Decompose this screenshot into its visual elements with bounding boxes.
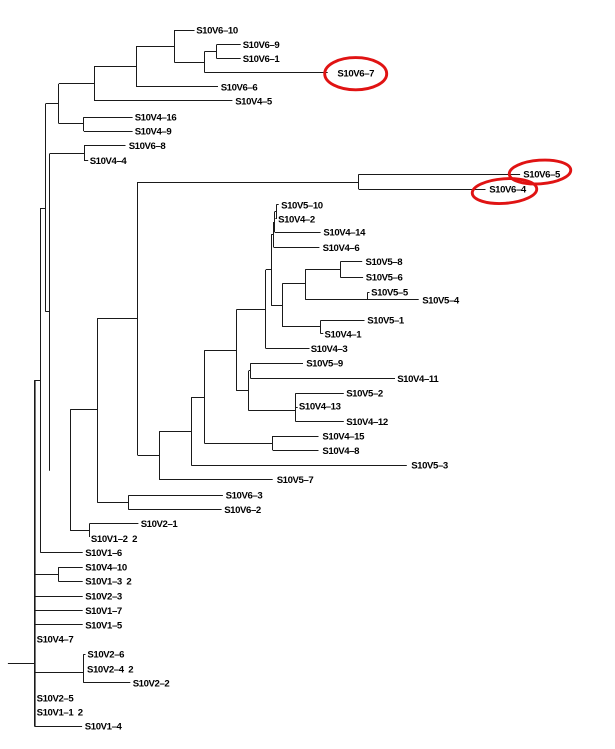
svg-text:S10V1–1 2: S10V1–1 2 [37, 708, 83, 719]
svg-text:S10V6–5: S10V6–5 [523, 170, 561, 181]
svg-text:S10V2–1: S10V2–1 [141, 519, 179, 530]
svg-text:S10V4–16: S10V4–16 [135, 112, 177, 123]
svg-text:S10V5–6: S10V5–6 [366, 273, 403, 284]
svg-text:S10V5–4: S10V5–4 [422, 295, 460, 306]
svg-text:S10V2–3: S10V2–3 [85, 592, 122, 603]
svg-text:S10V4–4: S10V4–4 [90, 156, 128, 167]
svg-text:S10V4–12: S10V4–12 [346, 417, 388, 428]
svg-text:S10V5–7: S10V5–7 [277, 475, 314, 486]
svg-text:S10V5–1: S10V5–1 [367, 316, 405, 327]
svg-text:S10V4–2: S10V4–2 [278, 214, 315, 225]
svg-text:S10V4–1: S10V4–1 [325, 330, 363, 341]
svg-text:S10V2–2: S10V2–2 [133, 678, 170, 689]
svg-text:S10V6–3: S10V6–3 [226, 491, 263, 502]
svg-text:S10V4–3: S10V4–3 [311, 344, 348, 355]
svg-text:S10V6–6: S10V6–6 [221, 82, 258, 93]
svg-text:S10V4–6: S10V4–6 [323, 243, 360, 254]
svg-text:S10V6–10: S10V6–10 [196, 25, 238, 36]
svg-text:S10V4–14: S10V4–14 [323, 227, 366, 238]
svg-text:S10V5–3: S10V5–3 [411, 461, 448, 472]
svg-text:S10V1–4: S10V1–4 [85, 722, 123, 733]
svg-text:S10V5–9: S10V5–9 [306, 359, 343, 370]
svg-text:S10V6–9: S10V6–9 [243, 40, 280, 51]
svg-text:S10V5–2: S10V5–2 [346, 389, 383, 400]
svg-text:S10V4–5: S10V4–5 [235, 96, 273, 107]
svg-text:S10V4–7: S10V4–7 [37, 635, 74, 646]
svg-text:S10V4–9: S10V4–9 [135, 126, 172, 137]
svg-text:S10V4–15: S10V4–15 [322, 431, 365, 442]
svg-text:S10V2–6: S10V2–6 [87, 650, 124, 661]
svg-text:S10V4–11: S10V4–11 [397, 374, 439, 385]
svg-text:S10V1–2 2: S10V1–2 2 [91, 534, 137, 545]
svg-text:S10V5–5: S10V5–5 [371, 287, 409, 298]
svg-text:S10V1–3 2: S10V1–3 2 [85, 577, 131, 588]
svg-text:S10V5–8: S10V5–8 [366, 257, 404, 268]
svg-text:S10V4–10: S10V4–10 [85, 563, 127, 574]
svg-text:S10V2–5: S10V2–5 [37, 694, 75, 705]
svg-text:S10V6–1: S10V6–1 [243, 54, 281, 65]
svg-text:S10V2–4 2: S10V2–4 2 [87, 665, 133, 676]
svg-text:S10V4–13: S10V4–13 [299, 402, 341, 413]
svg-text:S10V4–8: S10V4–8 [322, 446, 360, 457]
svg-text:S10V1–6: S10V1–6 [85, 548, 122, 559]
svg-text:S10V6–4: S10V6–4 [489, 185, 527, 196]
svg-text:S10V1–7: S10V1–7 [85, 606, 122, 617]
svg-text:S10V6–8: S10V6–8 [129, 141, 167, 152]
svg-text:S10V6–2: S10V6–2 [224, 505, 261, 516]
svg-text:S10V5–10: S10V5–10 [281, 200, 323, 211]
svg-text:S10V6–7: S10V6–7 [337, 68, 374, 79]
svg-text:S10V1–5: S10V1–5 [85, 620, 123, 631]
